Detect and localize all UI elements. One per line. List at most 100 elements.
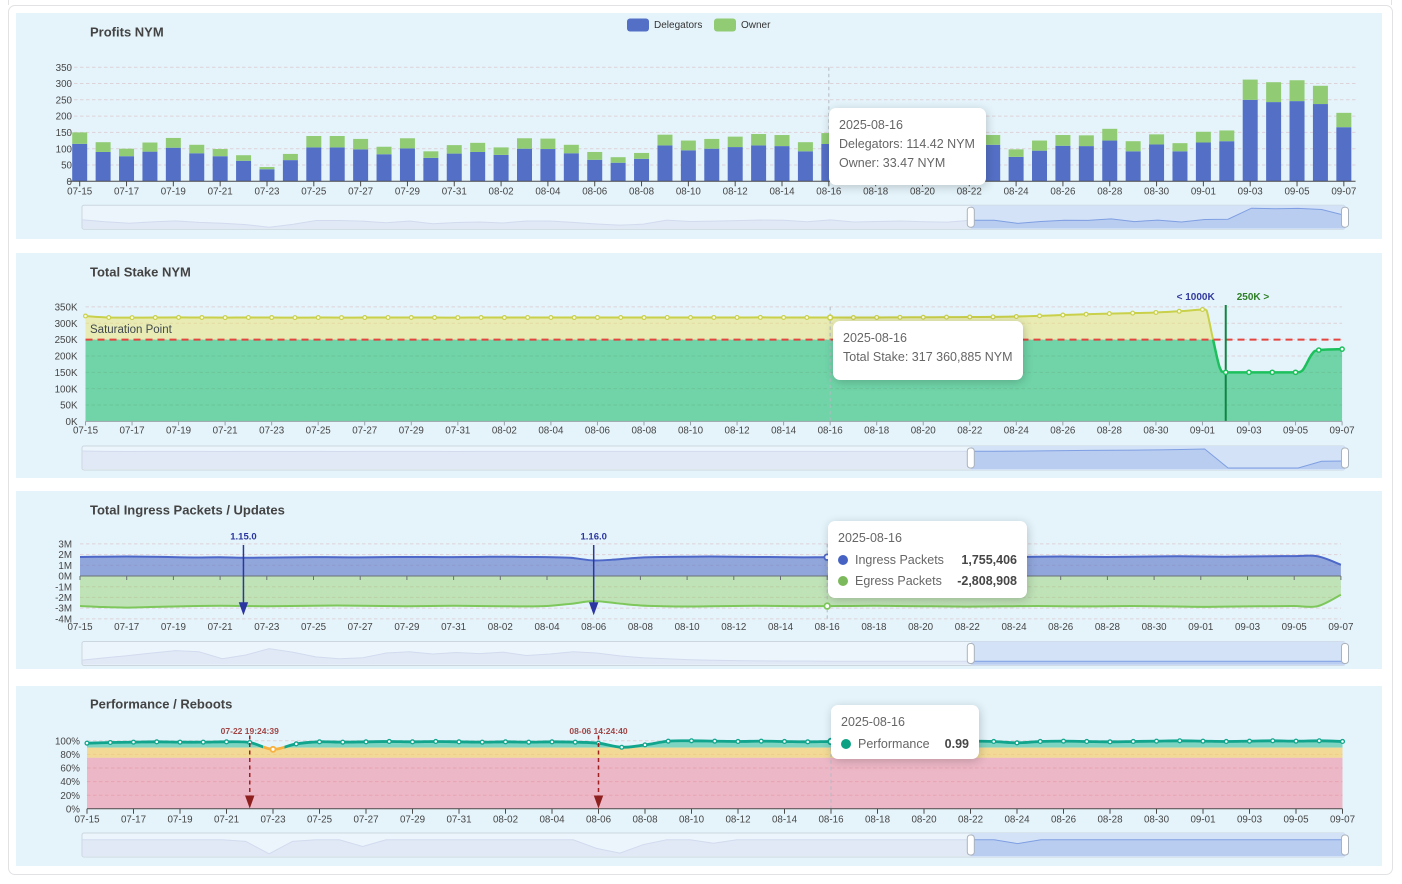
- svg-text:08-28: 08-28: [1097, 815, 1123, 826]
- svg-text:08-22: 08-22: [955, 622, 980, 633]
- svg-text:09-03: 09-03: [1238, 187, 1264, 198]
- svg-text:08-08: 08-08: [629, 187, 655, 198]
- svg-text:08-28: 08-28: [1097, 426, 1123, 437]
- svg-text:100%: 100%: [55, 736, 80, 747]
- svg-text:08-24: 08-24: [1004, 815, 1030, 826]
- svg-text:09-07: 09-07: [1331, 187, 1356, 198]
- svg-text:08-26: 08-26: [1048, 622, 1074, 633]
- svg-text:09-01: 09-01: [1191, 187, 1216, 198]
- svg-text:250: 250: [56, 95, 73, 106]
- svg-text:09-01: 09-01: [1190, 426, 1215, 437]
- svg-text:07-17: 07-17: [114, 187, 139, 198]
- svg-text:08-26: 08-26: [1050, 426, 1076, 437]
- svg-text:08-24: 08-24: [1004, 426, 1030, 437]
- svg-text:2M: 2M: [58, 550, 72, 561]
- svg-text:08-08: 08-08: [631, 426, 657, 437]
- svg-text:300K: 300K: [55, 319, 78, 330]
- svg-text:09-05: 09-05: [1284, 187, 1310, 198]
- svg-text:07-23: 07-23: [259, 426, 285, 437]
- svg-text:08-04: 08-04: [539, 815, 565, 826]
- svg-text:08-16: 08-16: [815, 622, 841, 633]
- svg-text:08-16: 08-16: [818, 426, 844, 437]
- svg-text:07-23: 07-23: [254, 622, 280, 633]
- svg-text:07-25: 07-25: [306, 426, 332, 437]
- svg-text:08-12: 08-12: [725, 815, 750, 826]
- svg-text:-2M: -2M: [55, 593, 72, 604]
- svg-text:09-07: 09-07: [1330, 426, 1355, 437]
- svg-text:08-18: 08-18: [863, 187, 889, 198]
- svg-text:08-06: 08-06: [581, 622, 607, 633]
- svg-text:250K >: 250K >: [1237, 292, 1270, 303]
- svg-text:07-25: 07-25: [307, 815, 333, 826]
- svg-text:100K: 100K: [55, 384, 78, 395]
- svg-text:50: 50: [61, 161, 72, 172]
- svg-text:09-03: 09-03: [1235, 622, 1261, 633]
- svg-text:07-15: 07-15: [67, 187, 93, 198]
- svg-text:150: 150: [56, 128, 73, 139]
- svg-text:09-03: 09-03: [1236, 426, 1262, 437]
- svg-text:07-21: 07-21: [208, 622, 233, 633]
- svg-text:0K: 0K: [66, 417, 78, 428]
- svg-text:07-17: 07-17: [121, 815, 146, 826]
- svg-text:09-07: 09-07: [1330, 815, 1355, 826]
- svg-text:3M: 3M: [58, 539, 72, 550]
- svg-text:09-05: 09-05: [1283, 815, 1309, 826]
- svg-text:300: 300: [56, 79, 73, 90]
- svg-text:07-19: 07-19: [161, 187, 186, 198]
- svg-text:250K: 250K: [55, 335, 78, 346]
- svg-text:1.15.0: 1.15.0: [230, 532, 256, 543]
- svg-text:350K: 350K: [55, 302, 78, 313]
- svg-text:1.16.0: 1.16.0: [580, 532, 606, 543]
- svg-text:08-12: 08-12: [723, 187, 748, 198]
- svg-text:08-04: 08-04: [535, 187, 561, 198]
- svg-text:80%: 80%: [60, 750, 80, 761]
- svg-text:100: 100: [56, 144, 73, 155]
- svg-text:08-28: 08-28: [1097, 187, 1123, 198]
- svg-text:07-15: 07-15: [74, 815, 100, 826]
- svg-text:09-05: 09-05: [1283, 426, 1309, 437]
- svg-text:07-23: 07-23: [260, 815, 286, 826]
- svg-text:07-27: 07-27: [348, 622, 373, 633]
- svg-text:08-22: 08-22: [958, 815, 983, 826]
- svg-text:1M: 1M: [58, 561, 72, 572]
- svg-text:08-16: 08-16: [816, 187, 842, 198]
- svg-text:08-30: 08-30: [1142, 622, 1168, 633]
- svg-text:0%: 0%: [66, 804, 80, 815]
- svg-text:07-25: 07-25: [301, 622, 327, 633]
- svg-text:40%: 40%: [60, 777, 80, 788]
- svg-text:08-06 14:24:40: 08-06 14:24:40: [569, 726, 627, 736]
- svg-text:09-01: 09-01: [1190, 815, 1215, 826]
- svg-text:08-26: 08-26: [1051, 815, 1077, 826]
- svg-text:07-29: 07-29: [399, 426, 424, 437]
- svg-text:08-10: 08-10: [679, 815, 705, 826]
- svg-text:07-31: 07-31: [441, 622, 466, 633]
- svg-text:09-05: 09-05: [1282, 622, 1308, 633]
- svg-text:08-28: 08-28: [1095, 622, 1121, 633]
- svg-text:07-27: 07-27: [348, 187, 373, 198]
- svg-text:08-24: 08-24: [1001, 622, 1027, 633]
- svg-text:08-20: 08-20: [911, 815, 937, 826]
- svg-text:Total Stake NYM: Total Stake NYM: [90, 265, 191, 280]
- svg-text:08-26: 08-26: [1050, 187, 1076, 198]
- svg-text:07-15: 07-15: [73, 426, 99, 437]
- svg-text:08-12: 08-12: [721, 622, 746, 633]
- svg-text:08-24: 08-24: [1004, 187, 1030, 198]
- svg-text:08-06: 08-06: [585, 426, 611, 437]
- svg-text:07-19: 07-19: [161, 622, 186, 633]
- svg-text:07-21: 07-21: [214, 815, 239, 826]
- svg-text:-1M: -1M: [55, 582, 72, 593]
- svg-text:07-23: 07-23: [254, 187, 280, 198]
- svg-text:08-14: 08-14: [768, 622, 794, 633]
- svg-text:07-21: 07-21: [208, 187, 233, 198]
- svg-text:-4M: -4M: [55, 614, 72, 625]
- svg-text:07-19: 07-19: [166, 426, 191, 437]
- svg-text:< 1000K: < 1000K: [1177, 292, 1216, 303]
- svg-text:08-08: 08-08: [632, 815, 658, 826]
- svg-text:08-04: 08-04: [538, 426, 564, 437]
- svg-text:350: 350: [56, 63, 73, 74]
- svg-text:150K: 150K: [55, 368, 78, 379]
- svg-text:08-10: 08-10: [678, 426, 704, 437]
- svg-text:Delegators: Delegators: [654, 20, 702, 31]
- svg-text:08-14: 08-14: [769, 187, 795, 198]
- svg-text:Owner: Owner: [741, 20, 771, 31]
